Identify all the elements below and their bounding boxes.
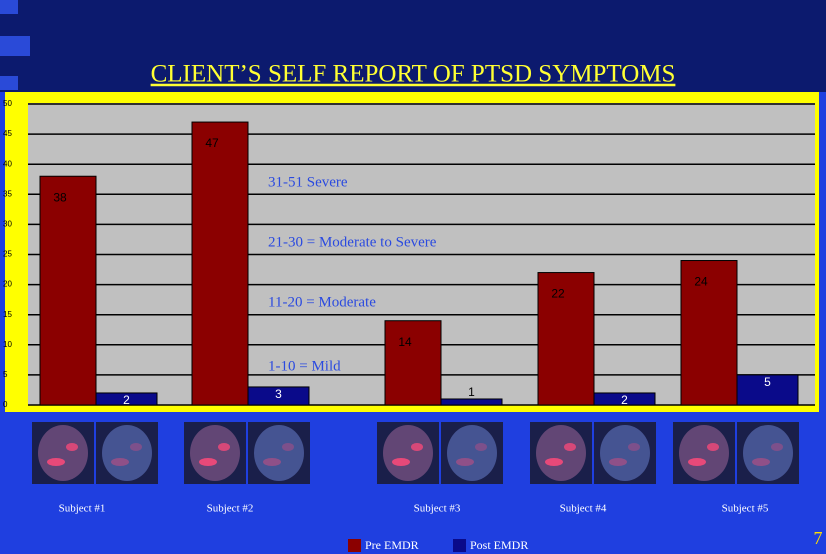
value-label: 38 — [53, 190, 67, 204]
brain-scan-shape — [600, 425, 650, 481]
brain-scan-spot — [47, 458, 65, 466]
brain-scan-shape — [536, 425, 586, 481]
brain-scan-spot — [688, 458, 706, 466]
decor-square — [0, 36, 30, 56]
legend-swatch — [348, 539, 361, 552]
y-tick-label: 50 — [3, 99, 12, 108]
x-tick-label: Subject #5 — [722, 503, 769, 515]
bar — [192, 122, 248, 405]
y-tick-label: 35 — [3, 189, 12, 198]
brain-scan-spot — [752, 458, 770, 466]
chart-title: CLIENT’S SELF REPORT OF PTSD SYMPTOMS — [151, 61, 676, 88]
value-label: 14 — [398, 335, 412, 349]
annotation: 21-30 = Moderate to Severe — [268, 234, 437, 250]
brain-scan-spot — [456, 458, 474, 466]
brain-scan-shape — [743, 425, 793, 481]
y-tick-label: 40 — [3, 159, 12, 168]
decor-square — [0, 76, 18, 90]
brain-scan-spot — [282, 443, 294, 451]
y-tick-label: 25 — [3, 250, 12, 259]
brain-scan-spot — [628, 443, 640, 451]
y-tick-label: 0 — [3, 400, 8, 409]
bar — [40, 176, 96, 405]
bar — [385, 321, 441, 405]
brain-scan-spot — [111, 458, 129, 466]
y-tick-label: 30 — [3, 220, 12, 229]
brain-scan-spot — [545, 458, 563, 466]
legend-label: Pre EMDR — [365, 538, 419, 552]
value-label: 5 — [764, 375, 771, 389]
x-tick-label: Subject #2 — [207, 503, 254, 515]
value-label: 3 — [275, 387, 282, 401]
brain-scan-shape — [679, 425, 729, 481]
decor-square — [0, 0, 18, 14]
brain-scan-shape — [383, 425, 433, 481]
x-tick-label: Subject #3 — [414, 503, 461, 515]
bar — [681, 261, 737, 405]
brain-scan-spot — [411, 443, 423, 451]
slide: CLIENT’S SELF REPORT OF PTSD SYMPTOMS 7 … — [0, 0, 826, 554]
brain-scan-spot — [707, 443, 719, 451]
brain-scan-shape — [447, 425, 497, 481]
annotation: 1-10 = Mild — [268, 358, 341, 374]
x-tick-label: Subject #1 — [59, 503, 106, 515]
brain-scan-spot — [475, 443, 487, 451]
y-tick-label: 5 — [3, 370, 8, 379]
bar — [538, 273, 594, 405]
annotation: 11-20 = Moderate — [268, 294, 376, 310]
y-tick-label: 15 — [3, 310, 12, 319]
legend-swatch — [453, 539, 466, 552]
brain-scan-spot — [130, 443, 142, 451]
brain-scan-spot — [263, 458, 281, 466]
brain-scan-shape — [190, 425, 240, 481]
brain-scan-spot — [609, 458, 627, 466]
legend-label: Post EMDR — [470, 538, 528, 552]
brain-scan-spot — [66, 443, 78, 451]
annotation: 31-51 Severe — [268, 174, 348, 190]
value-label: 2 — [621, 393, 628, 407]
value-label: 24 — [694, 275, 708, 289]
value-label: 1 — [468, 385, 475, 399]
brain-scan-shape — [254, 425, 304, 481]
bar — [441, 399, 502, 405]
y-tick-label: 45 — [3, 129, 12, 138]
y-tick-label: 10 — [3, 340, 12, 349]
brain-scan-shape — [38, 425, 88, 481]
brain-scan-shape — [102, 425, 152, 481]
page: CLIENT’S SELF REPORT OF PTSD SYMPTOMS 7 … — [0, 0, 826, 554]
brain-scan-spot — [564, 443, 576, 451]
y-tick-label: 20 — [3, 280, 12, 289]
value-label: 47 — [205, 136, 219, 150]
brain-scan-spot — [199, 458, 217, 466]
brain-scan-spot — [392, 458, 410, 466]
brain-scan-spot — [771, 443, 783, 451]
slide-number: 7 — [814, 528, 823, 548]
brain-scan-spot — [218, 443, 230, 451]
value-label: 2 — [123, 393, 130, 407]
x-tick-label: Subject #4 — [560, 503, 607, 515]
value-label: 22 — [551, 287, 565, 301]
